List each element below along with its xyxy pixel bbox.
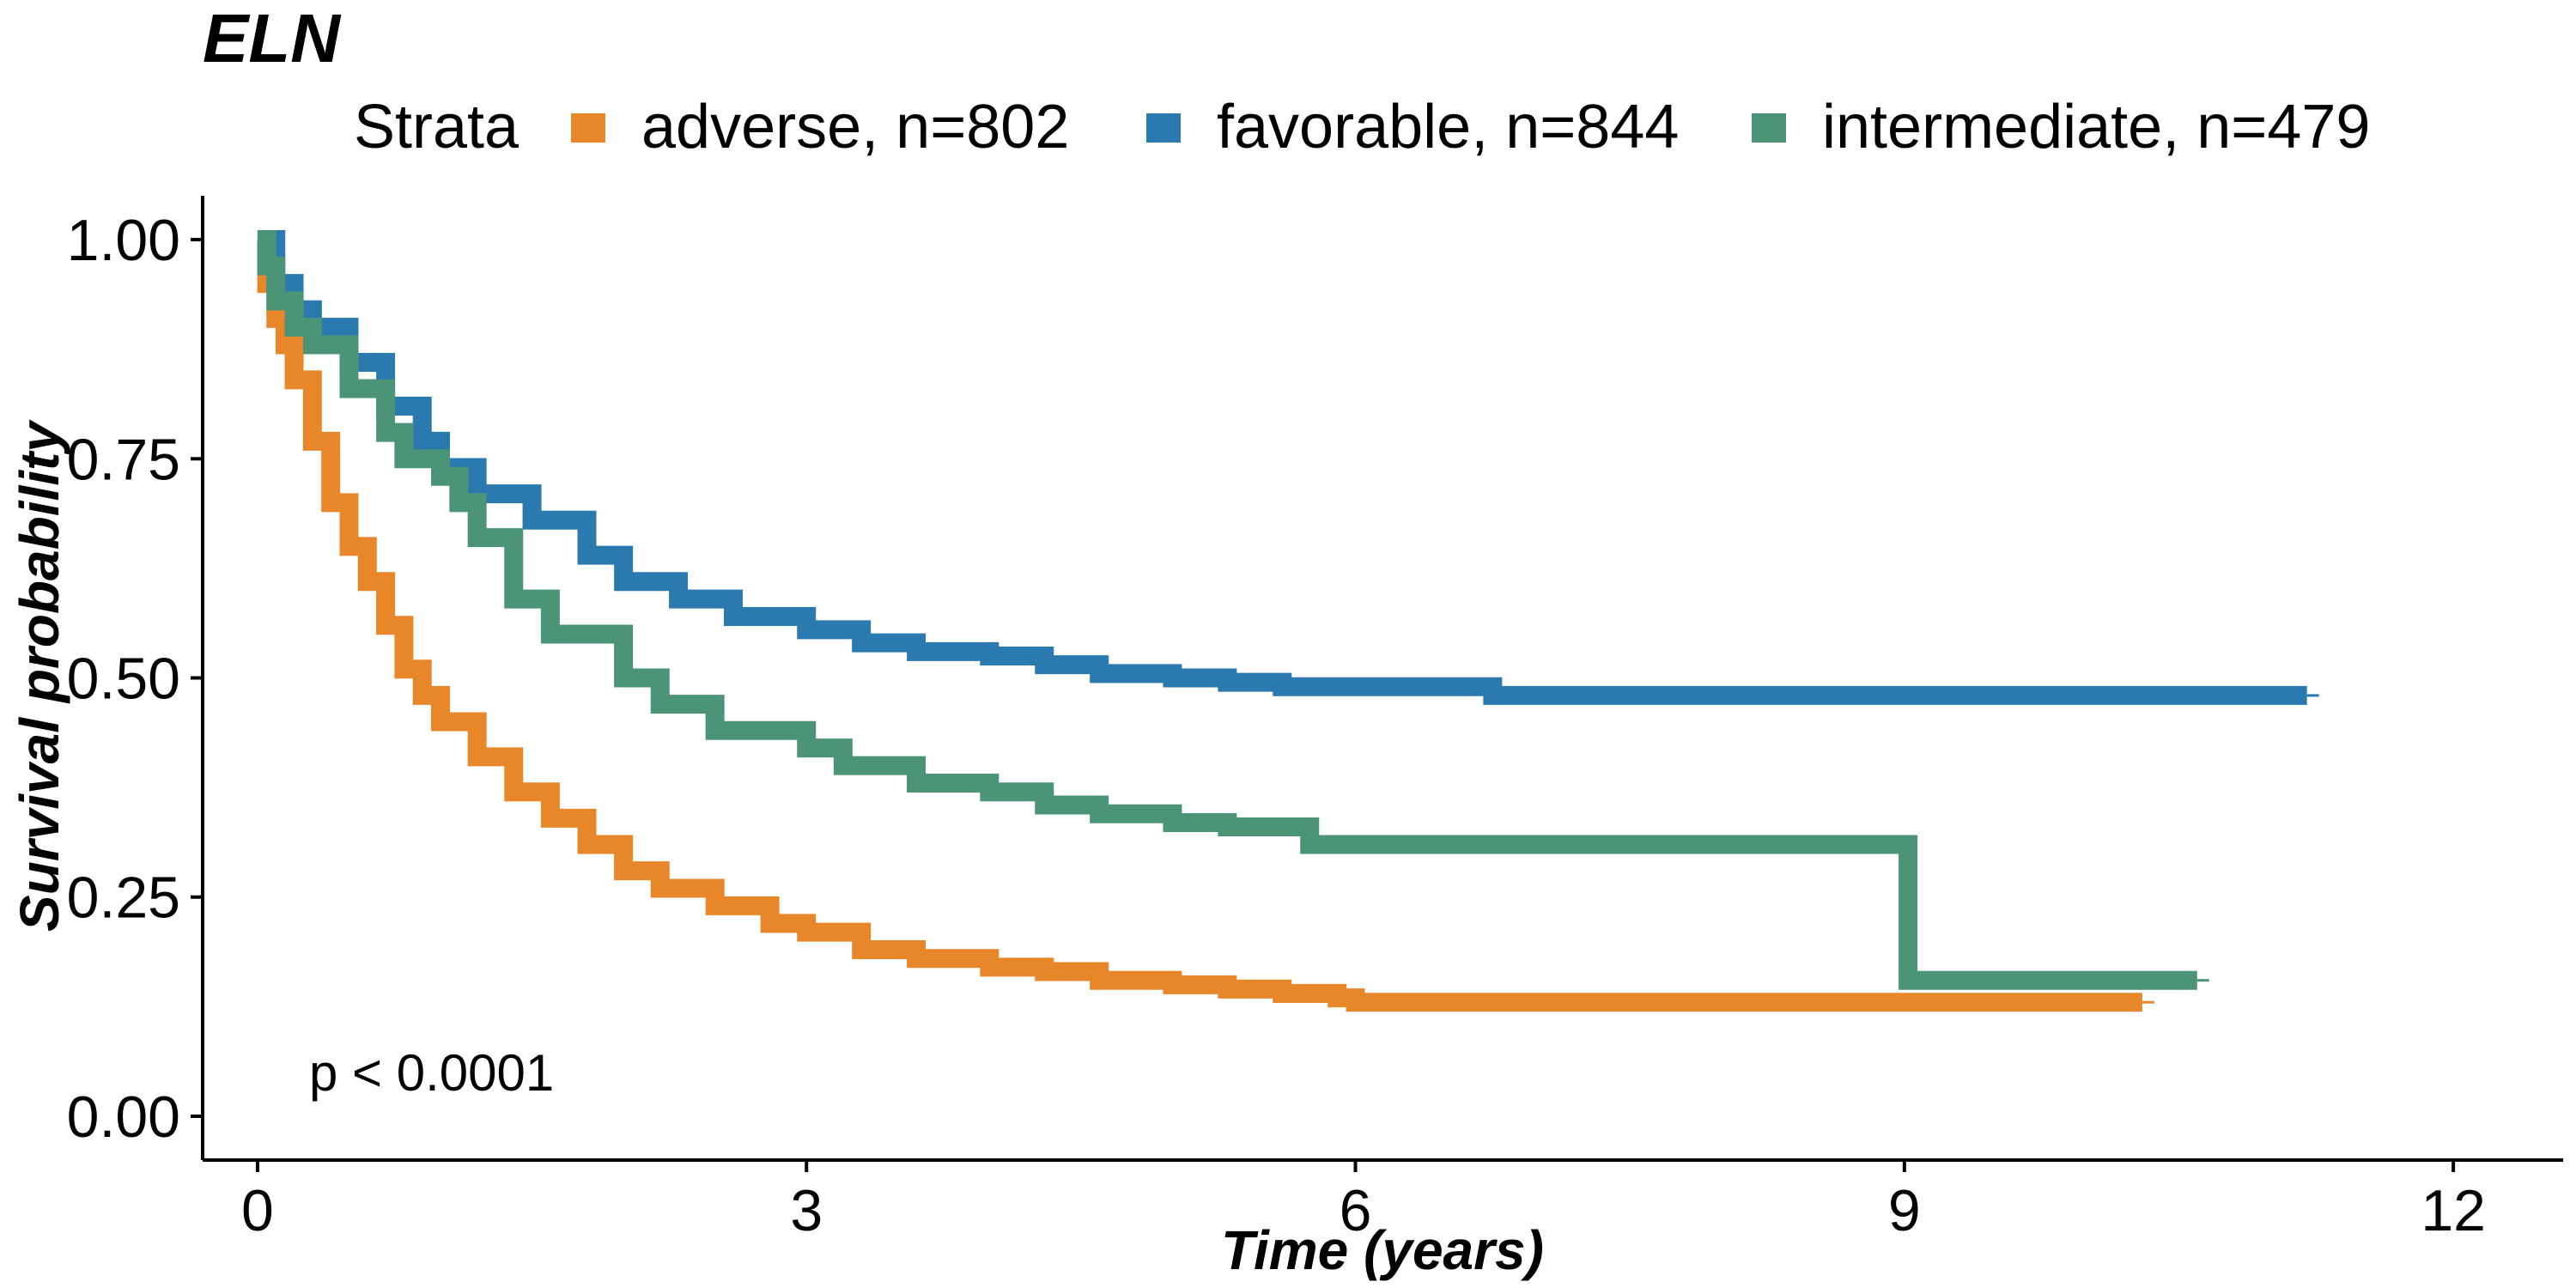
y-tick-label: 0.75 <box>67 427 180 492</box>
y-tick-label: 0.25 <box>67 866 180 931</box>
series-line-2 <box>257 230 2307 705</box>
legend-label: favorable, n=844 <box>1217 93 1679 161</box>
series-line-1 <box>257 230 2142 1012</box>
series-layer <box>257 230 2319 1012</box>
x-tick-label: 3 <box>790 1178 823 1243</box>
chart-title: ELN <box>203 0 342 76</box>
x-axis-title: Time (years) <box>1221 1219 1544 1281</box>
y-tick-label: 0.00 <box>67 1084 180 1150</box>
legend-label: adverse, n=802 <box>641 93 1069 161</box>
x-tick-label: 9 <box>1888 1178 1921 1243</box>
legend-label: intermediate, n=479 <box>1822 93 2370 161</box>
ticks: 0.00 0.25 0.50 0.75 1.00 0 3 6 9 12 <box>67 208 2486 1243</box>
y-tick-label: 0.50 <box>67 647 180 712</box>
legend-swatch <box>1752 113 1786 143</box>
y-axis-title: Survival probability <box>9 419 70 932</box>
legend-title: Strata <box>354 93 519 161</box>
x-tick-label: 6 <box>1340 1178 1372 1243</box>
legend: Strata adverse, n=802 favorable, n=844 int… <box>354 93 2370 161</box>
x-tick-label: 0 <box>241 1178 274 1243</box>
p-value-annotation: p < 0.0001 <box>309 1044 554 1102</box>
series-line-3 <box>257 230 2197 990</box>
legend-swatch <box>1146 113 1181 143</box>
x-tick-label: 12 <box>2421 1178 2486 1243</box>
y-tick-label: 1.00 <box>67 208 180 273</box>
legend-swatch <box>571 113 605 143</box>
